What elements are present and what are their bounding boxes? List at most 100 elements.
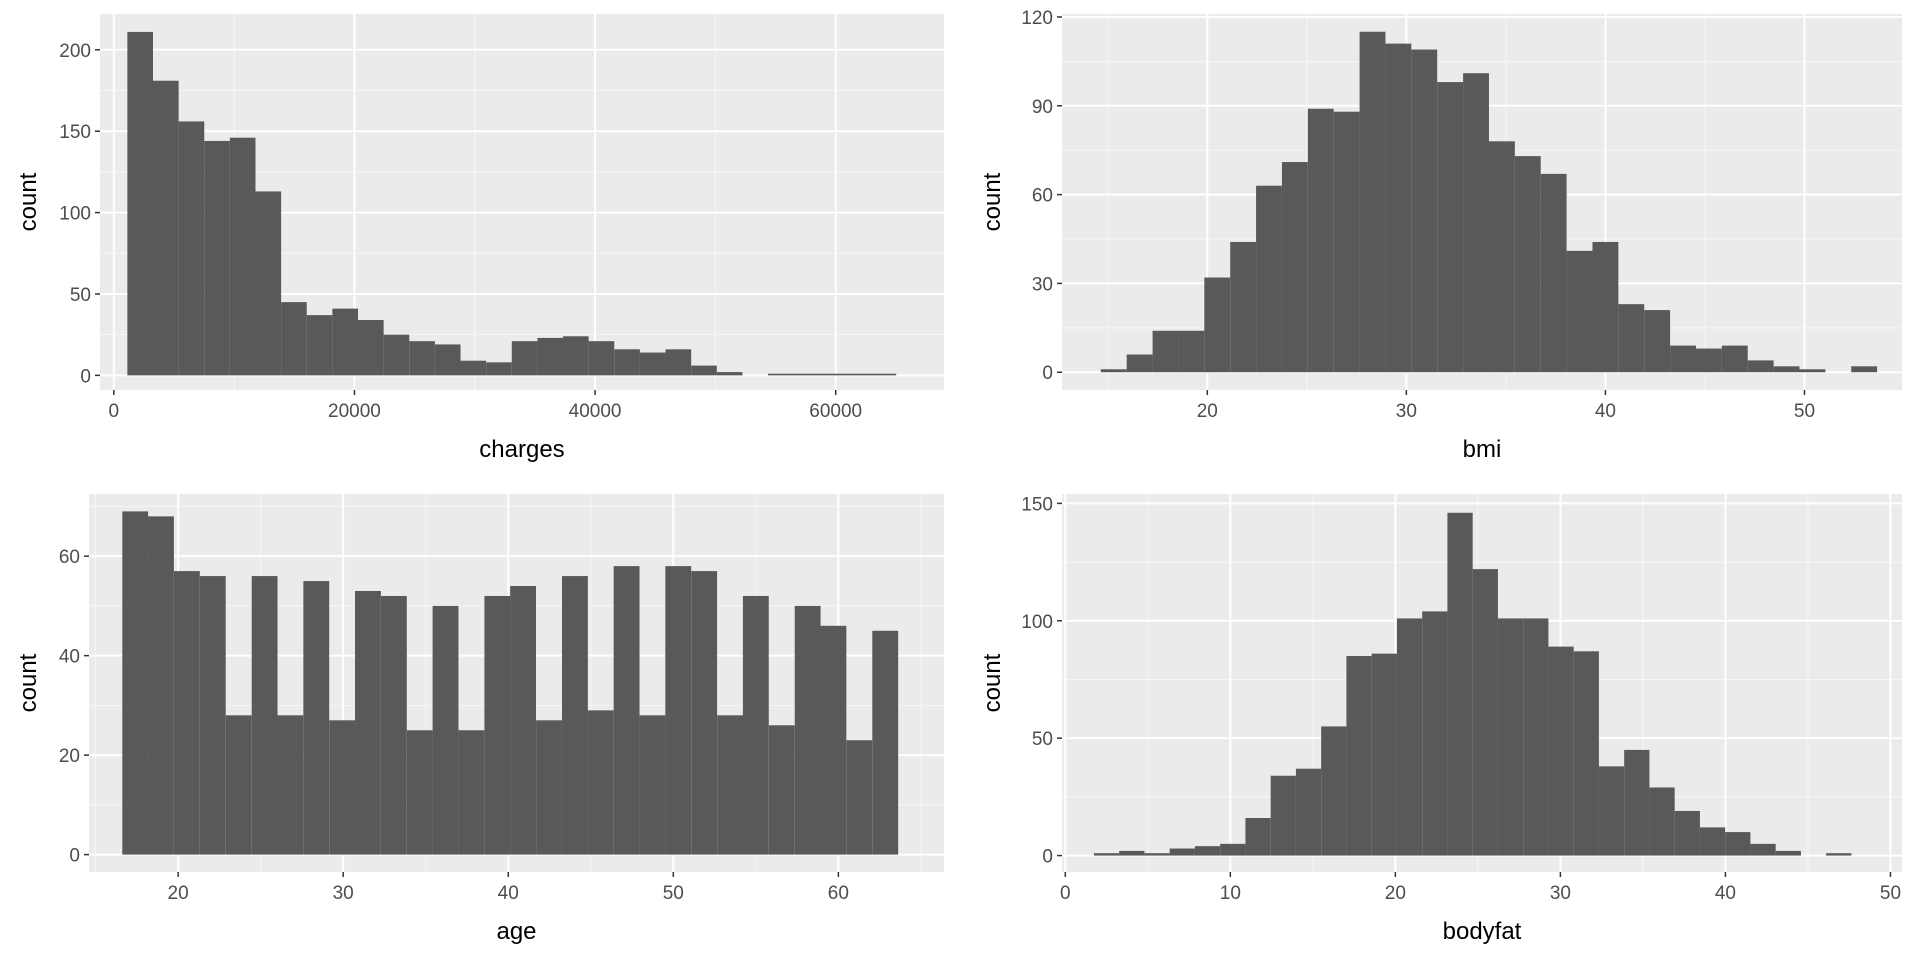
- histogram-bar: [819, 373, 845, 376]
- histogram-bar: [1799, 369, 1826, 373]
- histogram-bar: [1497, 618, 1524, 856]
- y-tick-label: 90: [1032, 97, 1053, 118]
- x-axis-title: bodyfat: [1443, 918, 1522, 945]
- histogram-bar: [1775, 850, 1801, 856]
- histogram-bar: [434, 344, 461, 376]
- x-tick-label: 0: [1060, 883, 1071, 904]
- y-tick-label: 40: [59, 647, 80, 668]
- x-tick-label: 50: [1880, 883, 1901, 904]
- histogram-bar: [1230, 241, 1257, 373]
- histogram-bar: [510, 586, 537, 855]
- histogram-bar: [691, 571, 718, 855]
- histogram-bar: [1396, 618, 1423, 856]
- x-tick-label: 10: [1220, 883, 1241, 904]
- histogram-bar: [1321, 726, 1347, 856]
- histogram-bar: [178, 121, 205, 376]
- x-tick-label: 40: [1595, 401, 1616, 422]
- histogram-bar: [537, 337, 564, 376]
- x-axis-title: charges: [479, 436, 564, 463]
- histogram-bar: [225, 715, 252, 855]
- histogram-bar: [665, 566, 692, 855]
- histogram-bar: [1624, 749, 1650, 856]
- histogram-bar: [536, 720, 562, 855]
- chart-panel-3: 20 30 40 50 60 0 20 40 60 age count: [15, 494, 944, 945]
- histogram-bar: [794, 605, 821, 855]
- histogram-bar: [768, 373, 794, 376]
- y-axis-title: count: [15, 172, 42, 231]
- histogram-bar: [383, 334, 410, 376]
- y-tick-label: 120: [1021, 8, 1053, 29]
- histogram-bar: [1747, 360, 1774, 373]
- x-tick-label: 30: [1550, 883, 1571, 904]
- x-axis-title: bmi: [1463, 436, 1502, 463]
- y-tick-label: 50: [70, 285, 91, 306]
- histogram-bar: [1144, 853, 1170, 856]
- x-tick-label: 50: [663, 883, 684, 904]
- histogram-bar: [742, 595, 769, 855]
- histogram-bar: [1649, 787, 1675, 856]
- histogram-bar: [1826, 853, 1852, 856]
- histogram-bar: [251, 576, 278, 855]
- histogram-bar: [820, 625, 847, 855]
- y-axis-title: count: [979, 172, 1006, 231]
- histogram-bar: [406, 730, 433, 855]
- chart-panel-1: 0 20000 40000 60000 0 50 100 150 200 charges count: [15, 14, 944, 463]
- histogram-bar: [1281, 162, 1308, 373]
- histogram-bar: [870, 373, 897, 376]
- histogram-bar: [1514, 156, 1541, 373]
- histogram-bar: [1385, 43, 1412, 373]
- histogram-bar: [1437, 82, 1464, 373]
- histogram-bar: [1333, 111, 1360, 373]
- histogram-bar: [303, 581, 330, 855]
- histogram-bar: [1256, 185, 1282, 373]
- histogram-bar: [1523, 618, 1549, 856]
- histogram-bar: [691, 365, 717, 376]
- y-tick-label: 0: [69, 846, 80, 867]
- x-tick-label: 50: [1794, 401, 1815, 422]
- histogram-bar: [1670, 345, 1696, 373]
- y-tick-label: 150: [1021, 494, 1053, 515]
- histogram-bar: [173, 571, 200, 855]
- histogram-bar: [1695, 348, 1722, 373]
- histogram-bar: [229, 137, 256, 376]
- histogram-bar: [716, 372, 743, 376]
- histogram-bar: [614, 349, 640, 376]
- y-tick-label: 50: [1032, 729, 1053, 750]
- histogram-bar: [1725, 832, 1751, 856]
- histogram-bar: [306, 315, 333, 376]
- histogram-bar: [281, 302, 307, 376]
- histogram-bar: [588, 341, 615, 376]
- histogram-bar: [1447, 512, 1473, 856]
- y-tick-label: 60: [59, 547, 80, 568]
- histogram-bar: [1220, 843, 1246, 856]
- y-axis-title: count: [979, 653, 1006, 712]
- histogram-bar: [332, 308, 359, 376]
- histogram-bar: [1152, 330, 1179, 373]
- histogram-bar: [1674, 810, 1700, 856]
- y-tick-label: 0: [80, 366, 91, 387]
- y-tick-label: 30: [1032, 274, 1053, 295]
- histogram-bar: [639, 715, 666, 855]
- y-tick-label: 0: [1042, 363, 1053, 384]
- y-tick-label: 60: [1032, 186, 1053, 207]
- histogram-bar: [872, 630, 899, 855]
- histogram-bar: [152, 80, 179, 376]
- histogram-bar: [355, 590, 381, 855]
- histogram-bar: [1359, 31, 1386, 373]
- y-tick-label: 100: [1021, 612, 1053, 633]
- histogram-bar: [458, 730, 485, 855]
- x-axis-title: age: [496, 918, 536, 945]
- x-tick-label: 60000: [809, 401, 862, 422]
- histogram-bar: [1411, 49, 1438, 373]
- histogram-bar: [1540, 173, 1567, 373]
- histogram-bar: [1721, 345, 1748, 373]
- x-tick-label: 20: [1385, 883, 1406, 904]
- histogram-bar: [1488, 141, 1515, 373]
- x-tick-label: 20: [1197, 401, 1218, 422]
- x-tick-label: 30: [1396, 401, 1417, 422]
- histogram-bar: [122, 511, 149, 855]
- x-tick-label: 30: [333, 883, 354, 904]
- histogram-bar: [255, 191, 282, 376]
- histogram-bar: [613, 566, 640, 855]
- histogram-bar: [511, 341, 538, 376]
